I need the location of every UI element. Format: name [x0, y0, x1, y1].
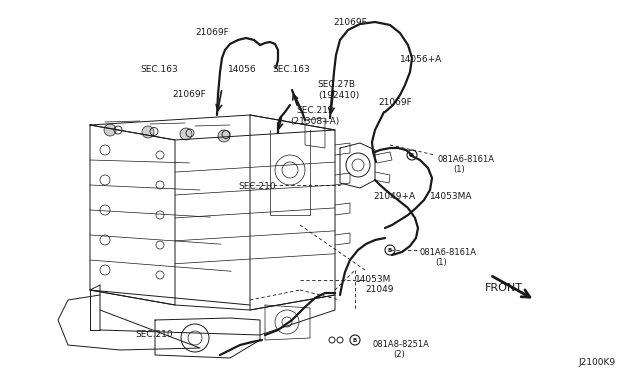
Text: (1): (1) [453, 165, 465, 174]
Text: FRONT: FRONT [485, 283, 523, 293]
Text: 21069F: 21069F [195, 28, 228, 37]
Text: B: B [353, 337, 357, 343]
Circle shape [218, 130, 230, 142]
Text: (192410): (192410) [318, 91, 359, 100]
Circle shape [142, 126, 154, 138]
Circle shape [104, 124, 116, 136]
Text: 21049: 21049 [365, 285, 394, 294]
Text: SEC.163: SEC.163 [140, 65, 178, 74]
Text: 081A6-8161A: 081A6-8161A [438, 155, 495, 164]
Text: SEC.213: SEC.213 [296, 106, 333, 115]
Text: 14053M: 14053M [355, 275, 392, 284]
Text: SEC.210: SEC.210 [135, 330, 173, 339]
Text: SEC.163: SEC.163 [272, 65, 310, 74]
Text: (2): (2) [393, 350, 404, 359]
Text: SEC.27B: SEC.27B [317, 80, 355, 89]
Text: B: B [410, 153, 414, 157]
Text: 14056+A: 14056+A [400, 55, 442, 64]
Circle shape [407, 150, 417, 160]
Text: J2100K9: J2100K9 [578, 358, 615, 367]
Text: 081A8-8251A: 081A8-8251A [373, 340, 430, 349]
Text: 081A6-8161A: 081A6-8161A [420, 248, 477, 257]
Text: 21049+A: 21049+A [373, 192, 415, 201]
Text: (1): (1) [435, 258, 447, 267]
Text: 14056: 14056 [228, 65, 257, 74]
Text: 21069F: 21069F [378, 98, 412, 107]
Circle shape [385, 245, 395, 255]
Circle shape [180, 128, 192, 140]
Text: 21069F: 21069F [172, 90, 205, 99]
Text: 14053MA: 14053MA [430, 192, 472, 201]
Text: (21308+A): (21308+A) [290, 117, 339, 126]
Circle shape [350, 335, 360, 345]
Text: SEC.210: SEC.210 [238, 182, 276, 191]
Text: B: B [388, 247, 392, 253]
Text: 21069F: 21069F [333, 18, 367, 27]
